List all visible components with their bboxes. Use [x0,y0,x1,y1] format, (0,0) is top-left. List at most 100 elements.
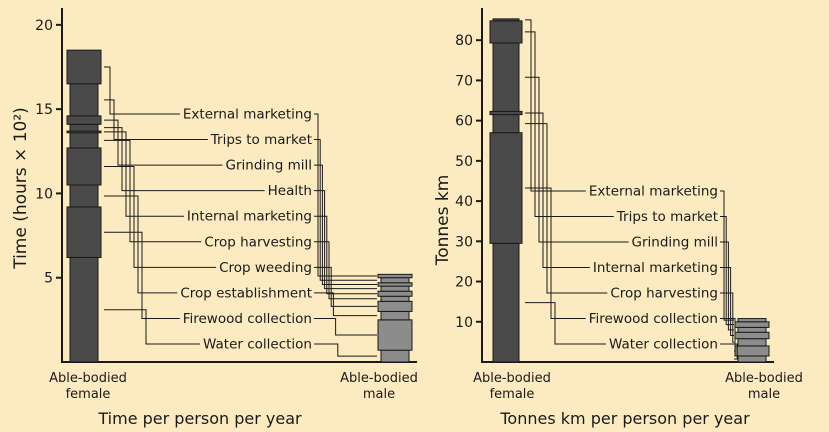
bar-segment-female-crop-harvesting [492,114,520,134]
category-label-line: female [66,387,111,402]
series-label-crop-establishment: Crop establishment [180,285,312,301]
series-label-internal-marketing: Internal marketing [187,209,312,225]
leader-line-male-internal-marketing [720,267,734,336]
leader-line-female-water-collection [104,309,201,345]
y-tick-label: 70 [455,73,473,89]
bar-segment-male-grinding-mill [737,326,767,333]
leader-line-female-crop-harvesting [525,123,608,294]
y-tick-label: 60 [455,114,473,130]
bar-segment-male-firewood-collection [377,319,413,351]
series-label-water-collection: Water collection [203,337,312,353]
leader-line-female-crop-establishment [104,195,178,294]
leader-line-male-firewood-collection [720,318,736,352]
bar-segment-female-water-collection [69,256,99,363]
category-label-line: female [490,387,535,402]
series-label-trips-to-market: Trips to market [210,132,312,148]
leader-line-female-external-marketing [525,19,586,192]
bar-segment-female-crop-weeding [66,147,102,186]
leader-line-male-trips-to-market [314,139,377,281]
bar-segment-male-firewood-collection [734,345,770,357]
y-tick-label: 30 [455,234,473,250]
bar-segment-female-grinding-mill [492,42,520,112]
y-tick-label: 10 [455,315,473,331]
bar-segment-male-health [380,285,410,292]
series-label-firewood-collection: Firewood collection [589,311,718,327]
leader-line-female-crop-weeding [104,165,217,268]
category-label-male: Able-bodied male [725,371,803,402]
leader-line-female-internal-marketing [525,112,590,268]
y-tick-label: 15 [35,102,53,118]
category-label-female: Able-bodied female [49,371,127,402]
bar-segment-male-external-marketing [737,318,767,323]
y-tick-label: 80 [455,33,473,49]
leader-line-female-grinding-mill [525,76,629,243]
series-label-internal-marketing: Internal marketing [593,260,718,276]
series-label-external-marketing: External marketing [183,107,312,123]
category-label-line: Able-bodied [725,371,803,386]
bar-segment-male-trips-to-market [380,277,410,284]
bar-segment-male-water-collection [737,355,767,363]
series-label-water-collection: Water collection [609,337,718,353]
y-tick-label: 5 [44,271,53,287]
leader-line-male-trips-to-market [720,216,734,326]
leader-line-male-crop-establishment [314,292,377,317]
series-label-grinding-mill: Grinding mill [226,158,312,174]
bar-segment-male-trips-to-market [734,321,770,328]
bar-segment-male-crop-harvesting [380,295,410,302]
bar-segment-female-trips-to-market [489,20,523,44]
bar-segment-female-firewood-collection [66,206,102,258]
leader-line-male-health [314,190,377,290]
leader-line-female-external-marketing [104,66,180,115]
y-axis-label: Time (hours × 10²) [11,107,31,270]
bar-segment-female-water-collection [492,242,520,363]
category-label-male: Able-bodied male [340,371,418,402]
bar-segment-male-crop-establishment [380,310,410,321]
bar-segment-male-water-collection [380,349,410,363]
bar-segment-male-crop-harvesting [737,338,767,347]
series-label-trips-to-market: Trips to market [616,209,718,225]
leader-line-female-trips-to-market [525,31,614,217]
leader-line-female-firewood-collection [104,231,180,319]
series-label-firewood-collection: Firewood collection [183,311,312,327]
series-label-crop-harvesting: Crop harvesting [204,234,312,250]
bar-segment-female-grinding-mill [66,115,102,125]
bar-segment-male-grinding-mill [377,282,413,287]
series-label-health: Health [268,183,312,199]
y-tick-label: 40 [455,194,473,210]
bar-segment-male-internal-marketing [377,290,413,297]
bar-segment-female-health [69,123,99,132]
y-axis-label: Tonnes km [433,175,453,267]
y-tick-label: 10 [35,186,53,202]
category-label-line: Able-bodied [340,371,418,386]
leader-line-female-internal-marketing [104,131,184,217]
leader-line-male-firewood-collection [314,317,377,336]
leader-line-female-health [104,127,265,192]
category-label-female: Able-bodied female [473,371,551,402]
leader-line-male-water-collection [720,343,738,360]
bar-segment-female-firewood-collection [489,132,523,244]
leader-line-female-water-collection [525,302,607,345]
chart-caption: Tonnes km per person per year [499,409,750,428]
y-tick-label: 20 [455,275,473,291]
leader-line-female-trips-to-market [104,99,208,141]
series-label-grinding-mill: Grinding mill [632,235,718,251]
bar-segment-male-crop-weeding [377,300,413,312]
bar-segment-female-external-marketing [66,49,102,85]
bar-segment-female-crop-establishment [69,184,99,208]
chart-caption: Time per person per year [97,409,302,428]
series-label-external-marketing: External marketing [589,184,718,200]
leader-line-male-water-collection [314,343,377,357]
series-label-crop-weeding: Crop weeding [219,260,312,276]
bar-segment-female-trips-to-market [69,83,99,117]
category-label-line: male [748,387,780,402]
leader-line-male-crop-harvesting [314,241,377,300]
bar-segment-male-external-marketing [377,273,413,279]
series-label-crop-harvesting: Crop harvesting [610,286,718,302]
y-tick-label: 20 [35,18,53,34]
leader-line-male-external-marketing [314,113,377,277]
category-label-line: Able-bodied [473,371,551,386]
category-label-line: male [363,387,395,402]
